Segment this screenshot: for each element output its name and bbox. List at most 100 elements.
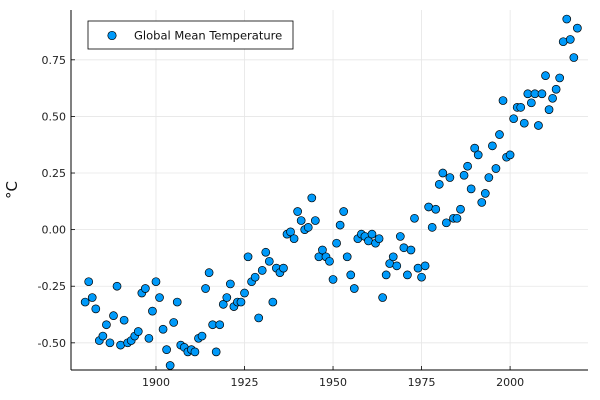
data-point bbox=[141, 284, 150, 293]
data-point bbox=[250, 272, 260, 282]
data-point bbox=[310, 216, 320, 225]
data-point bbox=[80, 297, 90, 307]
y-tick-label: 0.00 bbox=[42, 224, 67, 237]
legend-marker bbox=[107, 30, 117, 41]
data-point bbox=[463, 161, 472, 171]
data-point bbox=[318, 245, 327, 255]
data-point bbox=[339, 207, 349, 216]
data-point bbox=[555, 73, 565, 83]
data-point bbox=[452, 213, 462, 223]
data-point bbox=[87, 293, 97, 302]
grid bbox=[71, 10, 588, 370]
data-point bbox=[325, 256, 334, 266]
data-point bbox=[395, 232, 405, 241]
data-point bbox=[218, 299, 228, 309]
data-point bbox=[505, 150, 515, 160]
data-point bbox=[495, 130, 504, 139]
data-point bbox=[438, 168, 448, 178]
data-point bbox=[342, 252, 352, 262]
legend-label: Global Mean Temperature bbox=[134, 29, 282, 43]
data-point bbox=[378, 293, 387, 302]
data-point bbox=[526, 98, 536, 108]
data-point bbox=[151, 277, 161, 287]
x-tick-label: 1950 bbox=[319, 376, 347, 389]
data-point bbox=[434, 179, 444, 189]
data-point bbox=[374, 234, 384, 244]
data-point bbox=[268, 297, 278, 307]
y-tick-label: 0.75 bbox=[42, 54, 67, 67]
y-tick-label: 0.50 bbox=[42, 110, 67, 123]
data-point bbox=[480, 189, 490, 198]
data-point bbox=[102, 320, 111, 330]
data-point bbox=[155, 293, 164, 302]
x-tick-label: 1900 bbox=[142, 376, 170, 389]
data-point bbox=[473, 150, 483, 160]
data-point bbox=[236, 297, 246, 307]
data-point bbox=[307, 193, 317, 203]
legend-box bbox=[87, 20, 294, 50]
data-point bbox=[491, 164, 501, 173]
y-tick-label: 0.25 bbox=[42, 167, 67, 180]
data-point bbox=[211, 347, 221, 357]
data-point bbox=[442, 218, 451, 228]
y-ticks: -0.50 -0.25 0.00 0.25 0.50 0.75 bbox=[38, 54, 75, 350]
data-point bbox=[289, 234, 299, 244]
data-point bbox=[303, 223, 313, 232]
legend: Global Mean Temperature bbox=[87, 20, 294, 50]
data-point bbox=[548, 93, 557, 103]
data-point bbox=[466, 184, 476, 194]
y-tick-label: -0.25 bbox=[38, 280, 66, 293]
data-point bbox=[551, 84, 561, 94]
data-point bbox=[519, 118, 529, 128]
data-point bbox=[484, 173, 494, 182]
data-point bbox=[420, 261, 430, 271]
data-points bbox=[80, 14, 582, 370]
data-point bbox=[197, 331, 207, 341]
data-point bbox=[328, 275, 338, 284]
data-point bbox=[346, 270, 356, 280]
data-point bbox=[261, 247, 271, 257]
data-point bbox=[392, 261, 402, 271]
data-point bbox=[381, 270, 391, 280]
y-axis-title: °C bbox=[3, 181, 21, 199]
data-point bbox=[190, 347, 200, 357]
x-ticks: 1900 1925 1950 1975 2000 bbox=[142, 366, 524, 389]
data-point bbox=[144, 333, 154, 343]
data-point bbox=[459, 170, 469, 180]
data-point bbox=[296, 216, 306, 225]
data-point bbox=[201, 284, 210, 293]
data-point bbox=[417, 272, 426, 282]
y-tick-label: -0.50 bbox=[38, 337, 66, 350]
data-point bbox=[286, 227, 295, 237]
data-point bbox=[388, 252, 398, 262]
data-point bbox=[406, 245, 416, 255]
data-point bbox=[541, 71, 550, 81]
data-point bbox=[427, 223, 437, 232]
data-point bbox=[470, 143, 480, 153]
data-point bbox=[445, 173, 455, 182]
data-point bbox=[488, 141, 497, 151]
data-point bbox=[243, 252, 253, 262]
data-point bbox=[332, 238, 341, 248]
data-point bbox=[534, 121, 543, 130]
data-point bbox=[565, 35, 575, 44]
x-tick-label: 2000 bbox=[496, 376, 524, 389]
data-point bbox=[431, 204, 441, 214]
data-point bbox=[477, 198, 487, 207]
data-point bbox=[498, 96, 508, 105]
data-point bbox=[544, 105, 554, 114]
data-point bbox=[293, 207, 302, 216]
data-point bbox=[222, 293, 232, 302]
data-point bbox=[456, 204, 465, 214]
data-point bbox=[279, 263, 288, 273]
data-point bbox=[403, 270, 412, 280]
data-point bbox=[516, 103, 526, 112]
data-point bbox=[112, 281, 122, 291]
data-point bbox=[84, 277, 94, 287]
x-tick-label: 1925 bbox=[231, 376, 259, 389]
data-point bbox=[537, 89, 547, 99]
data-point bbox=[105, 338, 115, 348]
axes bbox=[70, 10, 588, 371]
data-point bbox=[240, 288, 249, 298]
